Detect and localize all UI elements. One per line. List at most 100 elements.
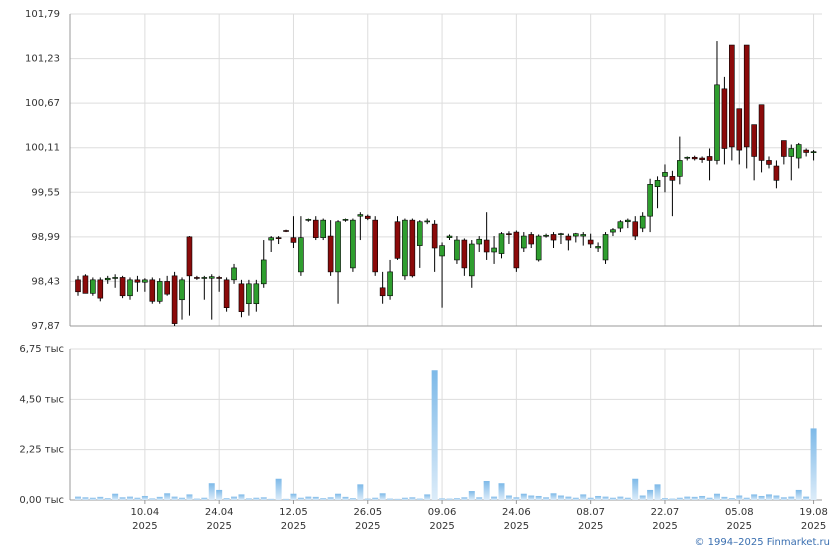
x-tick-label: 19.08 [799,507,828,518]
candle-body [290,237,297,243]
volume-bar [275,478,282,500]
volume-bar [283,498,290,500]
candle-body [104,277,111,281]
candle-body [201,277,208,279]
candle-body [416,221,423,246]
volume-bar [260,497,267,500]
volume-bar [149,498,156,500]
candle-body [431,223,438,249]
volume-bar [453,498,460,500]
candle-body [758,104,765,161]
x-tick-label: 12.05 [279,507,308,518]
candle-body [156,281,163,302]
candle-body [364,215,371,219]
volume-bar [208,483,215,500]
x-tick-label: 22.07 [651,507,680,518]
volume-bar [186,494,193,500]
volume-bar [550,493,557,500]
x-tick-label: 05.08 [725,507,754,518]
candle-body [766,160,772,165]
volume-bar [647,489,654,500]
volume-bar [639,495,646,500]
candle-body [82,275,89,294]
candle-body [320,219,326,238]
volume-bar [572,497,579,500]
candle-body [186,236,193,277]
candle-body [558,233,564,235]
candle-body [260,259,267,285]
candle-body [810,151,817,153]
volume-bar [513,497,520,500]
volume-bar [461,497,468,500]
x-tick-year: 2025 [281,521,306,532]
volume-bar [75,496,81,500]
volume-bar [491,496,498,500]
volume-bar [97,496,104,500]
x-tick-year: 2025 [504,521,529,532]
volume-bar [743,497,750,500]
y-tick-label: 97,87 [31,321,60,332]
x-tick-year: 2025 [429,521,454,532]
candle-body [164,281,170,295]
candle-body [112,277,118,279]
candle-body [387,271,393,297]
volume-bar [736,495,743,500]
volume-bar [602,496,609,500]
volume-bar [424,494,431,500]
candle-body [543,234,549,237]
volume-bar [676,497,683,500]
volume-bar [364,498,371,500]
candle-body [573,233,579,237]
candle-body [498,233,505,254]
volume-bar [476,497,483,500]
candle-body [439,245,445,257]
candle-body [476,238,483,245]
y-tick-label: 98,99 [31,232,60,243]
volume-bar [446,498,453,500]
x-tick-year: 2025 [727,521,752,532]
volume-bar [520,493,527,500]
y-tick-label: 99,55 [31,187,60,198]
x-tick-year: 2025 [206,521,231,532]
volume-bar [773,495,780,500]
candle-body [283,230,289,232]
candle-body [602,234,609,261]
candle-body [795,144,802,159]
candle-body [550,234,557,241]
volume-bar [305,496,312,500]
volume-bar [401,497,408,500]
candle-body [580,234,587,237]
y2-tick-label: 0,00 тыс [19,495,64,506]
candle-body [773,165,780,181]
candle-body [721,88,728,149]
candle-body [610,229,616,233]
y-tick-label: 100,11 [25,143,60,154]
volume-bar [624,497,631,500]
volume-bar [171,496,178,500]
candle-body [216,277,222,279]
volume-bar [349,498,356,500]
candle-body [97,279,104,299]
volume-bar [795,489,802,500]
candle-body [587,239,594,245]
candle-body [246,283,252,305]
candle-body [639,215,646,229]
volume-bar [104,498,111,500]
y-tick-label: 101,23 [25,54,60,65]
candle-body [394,221,401,259]
x-tick-year: 2025 [801,521,826,532]
volume-bar [245,498,252,500]
y2-tick-label: 4,50 тыс [19,394,64,405]
volume-bar [156,496,163,500]
volume-bar [409,497,416,500]
volume-bar [580,494,587,500]
candle-body [446,235,453,238]
candle-body [305,219,312,221]
volume-bar [780,497,787,500]
volume-bar [268,498,275,500]
x-tick-label: 24.06 [502,507,531,518]
candle-body [751,124,757,157]
volume-bar [439,498,446,500]
volume-bar [342,496,349,500]
